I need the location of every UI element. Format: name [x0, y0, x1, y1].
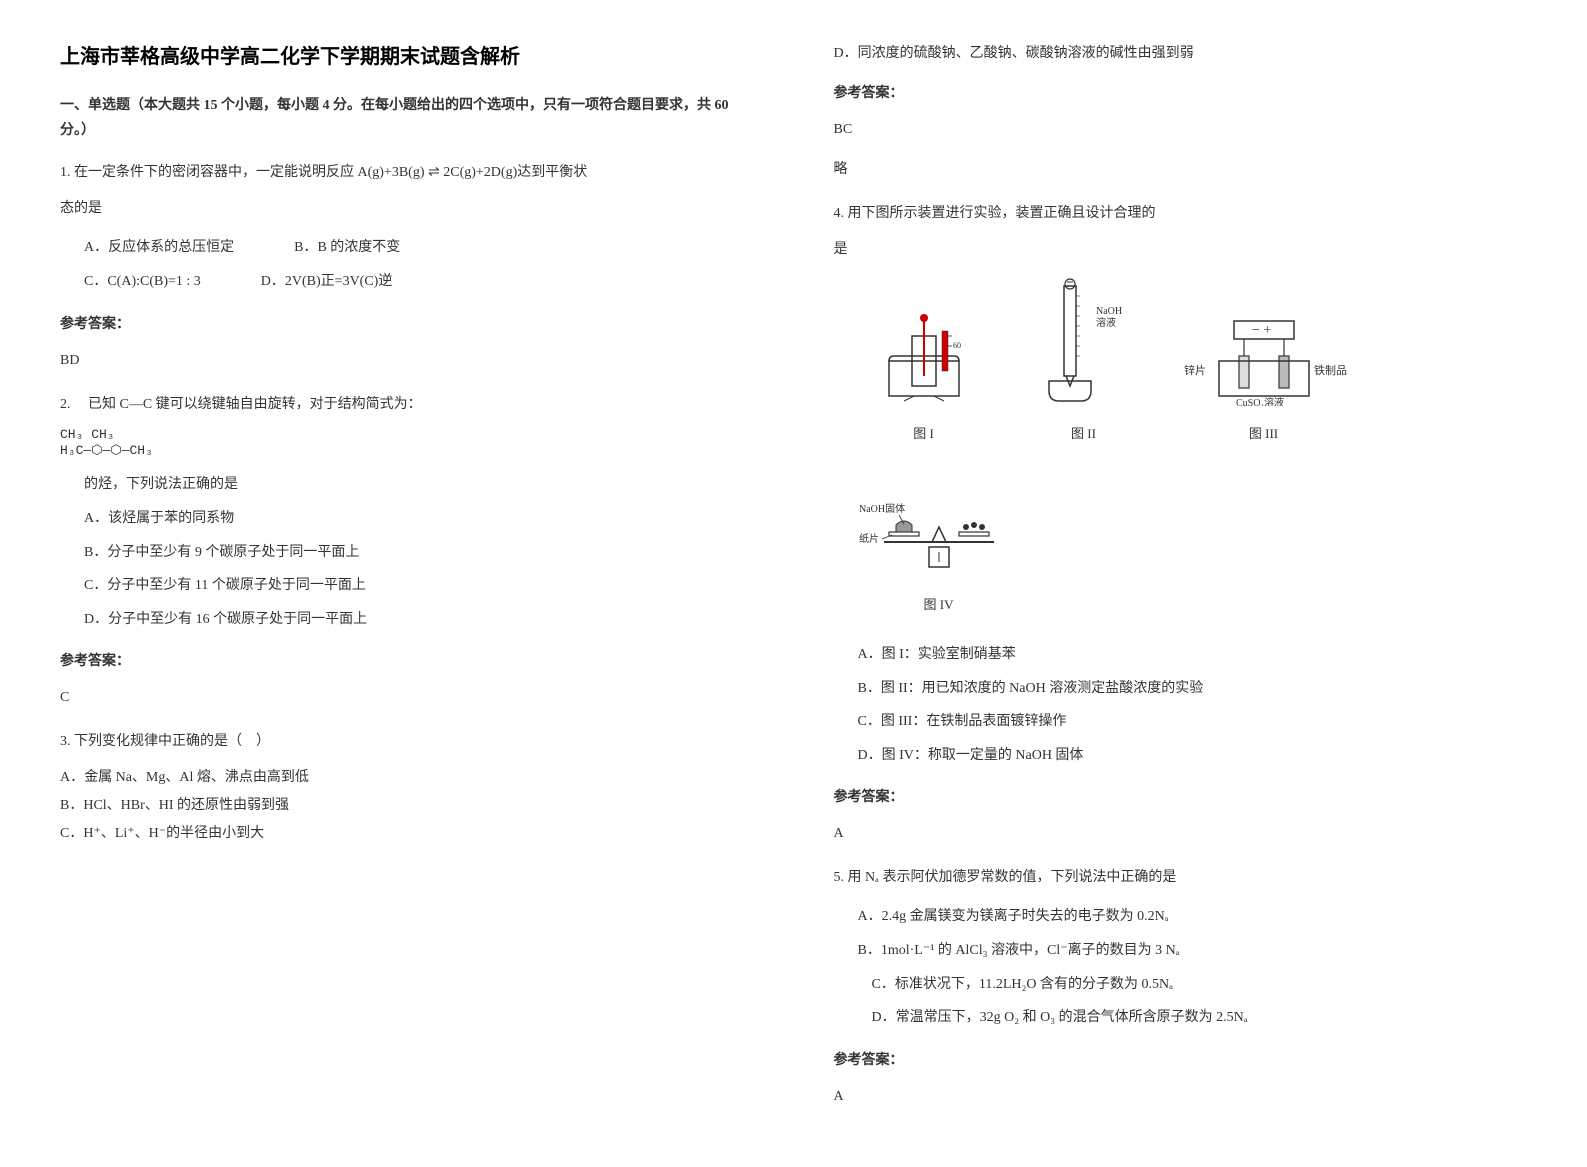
diagram-1-label: 图 I [854, 421, 994, 447]
q1-stem-line2: 态的是 [60, 195, 754, 223]
q2-option-b: B．分子中至少有 9 个碳原子处于同一平面上 [84, 536, 754, 570]
diagram-3-label: 图 III [1174, 421, 1354, 447]
q3-note: 略 [834, 156, 1528, 184]
question-3-continued: D．同浓度的硫酸钠、乙酸钠、碳酸钠溶液的碱性由强到弱 参考答案： BC 略 [834, 40, 1528, 184]
diagram-area: 60 图 I [854, 276, 1528, 618]
q1-answer-label: 参考答案： [60, 311, 754, 339]
q5-answer: A [834, 1083, 1528, 1111]
q4-stem1: 4. 用下图所示装置进行实验，装置正确且设计合理的 [834, 200, 1528, 228]
svg-text:− +: − + [1252, 323, 1271, 338]
q1-option-d: D．2V(B)正=3V(C)逆 [261, 265, 393, 299]
q4-answer: A [834, 820, 1528, 848]
q4-options: A．图 I：实验室制硝基苯 B．图 II：用已知浓度的 NaOH 溶液测定盐酸浓… [858, 638, 1528, 772]
q2-stem: 2. 已知 C—C 键可以绕键轴自由旋转，对于结构简式为： [60, 391, 754, 419]
svg-text:NaOH固体: NaOH固体 [859, 503, 905, 515]
q2-option-d: D．分子中至少有 16 个碳原子处于同一平面上 [84, 603, 754, 637]
q4-answer-label: 参考答案： [834, 784, 1528, 812]
question-2: 2. 已知 C—C 键可以绕键轴自由旋转，对于结构简式为： CH₃ CH₃ H₃… [60, 391, 754, 713]
q4-option-d: D．图 IV：称取一定量的 NaOH 固体 [858, 739, 1528, 773]
q4-stem2: 是 [834, 236, 1528, 264]
right-column: D．同浓度的硫酸钠、乙酸钠、碳酸钠溶液的碱性由强到弱 参考答案： BC 略 4.… [834, 40, 1528, 1127]
diagram-2-label: 图 II [1034, 421, 1134, 447]
left-column: 上海市莘格高级中学高二化学下学期期末试题含解析 一、单选题（本大题共 15 个小… [60, 40, 754, 1127]
q4-option-a: A．图 I：实验室制硝基苯 [858, 638, 1528, 672]
q1-options: A．反应体系的总压恒定 B．B 的浓度不变 C．C(A):C(B)=1 : 3 … [84, 231, 754, 298]
diagram-1: 60 图 I [854, 306, 994, 447]
molecule-structure: CH₃ CH₃ H₃C—⬡—⬡—CH₃ [60, 427, 754, 461]
q1-option-a: A．反应体系的总压恒定 [84, 231, 234, 265]
question-3: 3. 下列变化规律中正确的是（ ） A．金属 Na、Mg、Al 熔、沸点由高到低… [60, 728, 754, 848]
section-1-header: 一、单选题（本大题共 15 个小题，每小题 4 分。在每小题给出的四个选项中，只… [60, 93, 754, 143]
q4-option-b: B．图 II：用已知浓度的 NaOH 溶液测定盐酸浓度的实验 [858, 672, 1528, 706]
document-title: 上海市莘格高级中学高二化学下学期期末试题含解析 [60, 40, 754, 69]
q3-stem: 3. 下列变化规律中正确的是（ ） [60, 728, 754, 756]
q3-answer-label: 参考答案： [834, 80, 1528, 108]
svg-text:纸片: 纸片 [859, 532, 879, 545]
diagram-4: NaOH固体 纸片 图 IV [854, 487, 1024, 618]
q1-stem-part1: 1. 在一定条件下的密闭容器中，一定能说明反应 A(g)+3B(g) [60, 165, 428, 180]
q5-option-c: C．标准状况下，11.2LH₂O 含有的分子数为 0.5Nₐ [858, 968, 1528, 1002]
q3-option-d: D．同浓度的硫酸钠、乙酸钠、碳酸钠溶液的碱性由强到弱 [834, 40, 1528, 68]
q5-stem: 5. 用 Nₐ 表示阿伏加德罗常数的值，下列说法中正确的是 [834, 864, 1528, 892]
diagram-4-svg: NaOH固体 纸片 [854, 487, 1024, 577]
q2-option-c: C．分子中至少有 11 个碳原子处于同一平面上 [84, 569, 754, 603]
q1-stem: 1. 在一定条件下的密闭容器中，一定能说明反应 A(g)+3B(g) ⇌ 2C(… [60, 159, 754, 187]
q3-option-b: B．HCl、HBr、HI 的还原性由弱到强 [60, 792, 754, 820]
question-5: 5. 用 Nₐ 表示阿伏加德罗常数的值，下列说法中正确的是 A．2.4g 金属镁… [834, 864, 1528, 1110]
q5-option-d: D．常温常压下，32g O₂ 和 O₃ 的混合气体所含原子数为 2.5Nₐ [858, 1001, 1528, 1035]
q2-option-a: A．该烃属于苯的同系物 [84, 502, 754, 536]
q1-answer: BD [60, 347, 754, 375]
q1-option-b: B．B 的浓度不变 [294, 231, 400, 265]
svg-text:60: 60 [953, 341, 961, 350]
diagram-3-svg: − + 锌片 铁制品 CuSO₄溶液 [1174, 316, 1354, 406]
diagram-3: − + 锌片 铁制品 CuSO₄溶液 图 III [1174, 316, 1354, 447]
q3-option-a: A．金属 Na、Mg、Al 熔、沸点由高到低 [60, 764, 754, 792]
diagram-2: NaOH 溶液 图 II [1034, 276, 1134, 447]
svg-text:溶液: 溶液 [1096, 316, 1116, 329]
q5-answer-label: 参考答案： [834, 1047, 1528, 1075]
diagram-2-svg: NaOH 溶液 [1034, 276, 1134, 406]
q1-arrow: ⇌ [428, 165, 440, 181]
svg-text:CuSO₄溶液: CuSO₄溶液 [1236, 396, 1284, 406]
diagram-4-label: 图 IV [854, 592, 1024, 618]
q5-options: A．2.4g 金属镁变为镁离子时失去的电子数为 0.2Nₐ B．1mol·L⁻¹… [858, 900, 1528, 1034]
question-4: 4. 用下图所示装置进行实验，装置正确且设计合理的 是 60 [834, 200, 1528, 848]
diagram-1-svg: 60 [854, 306, 994, 406]
svg-text:铁制品: 铁制品 [1314, 364, 1347, 377]
q1-option-c: C．C(A):C(B)=1 : 3 [84, 265, 201, 299]
q2-answer: C [60, 684, 754, 712]
q3-answer: BC [834, 116, 1528, 144]
q5-option-a: A．2.4g 金属镁变为镁离子时失去的电子数为 0.2Nₐ [858, 900, 1528, 934]
mol-line2: H₃C—⬡—⬡—CH₃ [60, 443, 754, 460]
svg-text:锌片: 锌片 [1184, 363, 1206, 377]
q2-stem2: 的烃，下列说法正确的是 [84, 468, 754, 502]
svg-text:NaOH: NaOH [1096, 306, 1122, 317]
q5-option-b: B．1mol·L⁻¹ 的 AlCl₃ 溶液中，Cl⁻离子的数目为 3 Nₐ [858, 934, 1528, 968]
q3-option-c: C．H⁺、Li⁺、H⁻的半径由小到大 [60, 820, 754, 848]
q2-options: 的烃，下列说法正确的是 A．该烃属于苯的同系物 B．分子中至少有 9 个碳原子处… [84, 468, 754, 636]
q2-answer-label: 参考答案： [60, 648, 754, 676]
question-1: 1. 在一定条件下的密闭容器中，一定能说明反应 A(g)+3B(g) ⇌ 2C(… [60, 159, 754, 374]
mol-line1: CH₃ CH₃ [60, 427, 754, 444]
q4-option-c: C．图 III：在铁制品表面镀锌操作 [858, 705, 1528, 739]
q1-stem-part2: 2C(g)+2D(g)达到平衡状 [440, 165, 588, 180]
